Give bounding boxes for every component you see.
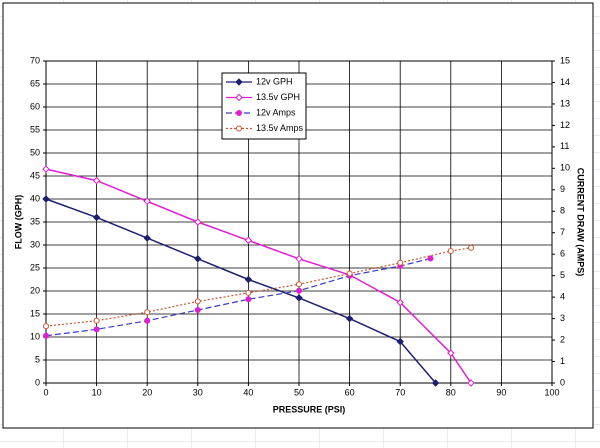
marker	[245, 296, 252, 303]
series-line	[45, 168, 472, 384]
y2-tick-label: 4	[560, 292, 565, 302]
y-tick-label: 20	[30, 285, 40, 295]
marker	[295, 255, 303, 263]
marker	[194, 255, 202, 263]
y-tick-label: 25	[30, 262, 40, 272]
y2-tick-label: 11	[560, 141, 569, 151]
y-tick-label: 70	[30, 55, 40, 65]
y2-tick-label: 15	[560, 55, 570, 65]
x-tick-label: 0	[43, 387, 48, 397]
marker	[396, 337, 404, 346]
marker	[468, 244, 475, 251]
x-tick-label: 20	[142, 387, 152, 397]
marker	[245, 289, 252, 296]
marker	[296, 287, 302, 294]
marker	[194, 298, 201, 305]
y-tick-label: 45	[30, 170, 40, 180]
y-tick-label: 60	[30, 101, 40, 111]
y2-tick-label: 12	[560, 120, 570, 130]
legend-label: 12v GPH	[256, 76, 293, 86]
marker	[93, 326, 100, 333]
marker	[244, 236, 253, 245]
x-tick-label: 30	[193, 387, 203, 397]
marker	[345, 314, 354, 323]
marker	[467, 379, 475, 387]
x-tick-label: 40	[243, 387, 253, 397]
marker	[427, 255, 434, 262]
y-tick-label: 5	[35, 354, 40, 364]
y2-tick-label: 0	[560, 377, 565, 387]
marker	[244, 275, 253, 284]
y-tick-label: 10	[30, 331, 40, 341]
marker	[43, 332, 49, 339]
marker	[431, 379, 440, 387]
series-line	[45, 247, 472, 327]
x-tick-label: 90	[496, 387, 506, 397]
y-tick-label: 30	[30, 239, 40, 249]
marker	[447, 349, 455, 357]
y-tick-label: 55	[30, 124, 40, 134]
y2-tick-label: 13	[560, 98, 570, 108]
y-tick-label: 15	[30, 308, 40, 318]
marker	[43, 323, 49, 330]
marker	[235, 93, 243, 102]
marker	[42, 195, 50, 203]
marker	[93, 317, 100, 324]
y2-tick-label: 2	[560, 334, 565, 344]
y2-tick-label: 14	[560, 77, 570, 87]
marker	[144, 317, 151, 324]
marker	[194, 307, 201, 314]
marker	[92, 176, 101, 185]
y-tick-label: 35	[30, 216, 40, 226]
series-line	[45, 257, 431, 337]
marker	[42, 165, 50, 173]
marker	[397, 259, 404, 266]
marker	[144, 309, 151, 316]
marker	[447, 247, 454, 254]
y-tick-label: 40	[30, 193, 40, 203]
marker	[92, 213, 101, 222]
x-tick-label: 80	[446, 387, 456, 397]
y-axis-title: FLOW (GPH)	[13, 195, 23, 250]
marker	[396, 298, 404, 307]
x-tick-label: 70	[395, 387, 405, 397]
y2-tick-label: 8	[560, 206, 565, 216]
x-tick-label: 60	[345, 387, 355, 397]
x-tick-label: 50	[294, 387, 304, 397]
y2-tick-label: 1	[560, 356, 565, 366]
legend-label: 12v Amps	[256, 107, 296, 117]
marker	[236, 125, 242, 132]
marker	[296, 281, 302, 288]
y-tick-label: 0	[35, 377, 40, 387]
marker	[235, 78, 243, 86]
marker	[295, 294, 303, 302]
y2-tick-label: 7	[560, 227, 565, 237]
y2-tick-label: 5	[560, 270, 565, 280]
marker	[194, 218, 202, 226]
y2-tick-label: 10	[560, 163, 570, 173]
marker	[236, 110, 242, 116]
marker	[143, 197, 151, 206]
marker	[346, 270, 353, 277]
y2-tick-label: 6	[560, 249, 565, 259]
legend-label: 13.5v GPH	[256, 92, 300, 102]
y2-tick-label: 9	[560, 184, 565, 194]
y-tick-label: 50	[30, 147, 40, 157]
y2-axis-title: CURRENT DRAW (AMPS)	[576, 168, 586, 277]
x-axis-title: PRESSURE (PSI)	[273, 404, 346, 414]
plot-border	[45, 60, 553, 384]
x-tick-label: 100	[544, 387, 559, 397]
legend-label: 13.5v Amps	[256, 123, 304, 133]
y2-tick-label: 3	[560, 313, 565, 323]
x-tick-label: 10	[92, 387, 102, 397]
marker	[143, 234, 151, 242]
y-tick-label: 65	[30, 78, 40, 88]
